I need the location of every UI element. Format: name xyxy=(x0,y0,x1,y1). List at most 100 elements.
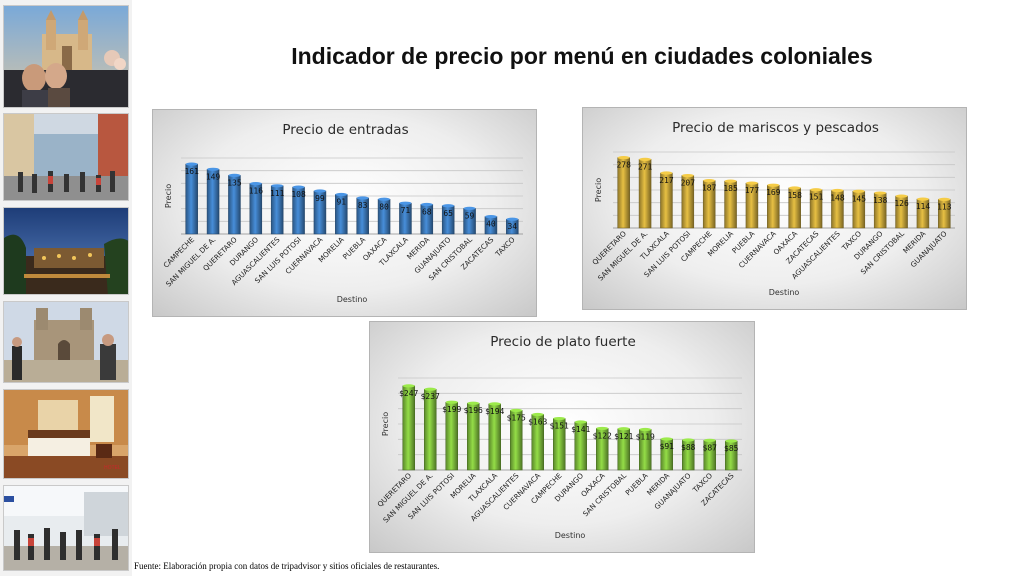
data-label: $87 xyxy=(703,443,718,452)
data-label: $199 xyxy=(442,405,461,414)
bar-cap xyxy=(916,197,929,201)
bar-cap xyxy=(185,162,198,166)
data-label: $91 xyxy=(660,442,675,451)
bar-cap xyxy=(639,427,652,432)
y-axis-label: Precio xyxy=(381,412,390,436)
bar-cap xyxy=(335,192,348,197)
chart-mariscos-plot: Precio de mariscos y pescadosPrecio278QU… xyxy=(590,120,955,297)
bar-cap xyxy=(292,185,305,189)
bar-cap xyxy=(681,173,694,178)
data-label: 126 xyxy=(894,199,909,208)
data-label: $163 xyxy=(528,417,547,426)
bar-cap xyxy=(745,181,758,185)
bar-cap xyxy=(228,173,241,177)
data-label: $196 xyxy=(464,406,483,415)
data-label: 80 xyxy=(379,202,389,211)
bar-cap xyxy=(852,189,865,193)
bar-cap xyxy=(831,188,844,193)
bar-cap xyxy=(724,179,737,183)
data-label: 271 xyxy=(638,162,653,171)
bar-cap xyxy=(682,438,695,442)
bar-cap xyxy=(378,197,391,201)
bar-cap xyxy=(531,412,544,417)
bar-cap xyxy=(703,179,716,183)
data-label: 151 xyxy=(809,193,824,202)
bar-cap xyxy=(767,183,780,187)
data-label: 71 xyxy=(401,206,411,215)
data-label: 116 xyxy=(249,187,264,196)
bar-cap xyxy=(810,188,823,192)
bar-cap xyxy=(725,439,738,443)
svg-text:HOTEL: HOTEL xyxy=(104,465,121,471)
chart-plato-fuerte: Precio de plato fuerte Precio $247 QUERETAR… xyxy=(369,321,755,553)
bar-cap xyxy=(506,217,519,221)
bar-cap xyxy=(510,408,523,412)
chart-plato-fuerte-plot: Precio de plato fuertePrecio$247QUERETAR… xyxy=(375,334,742,540)
x-axis-label: Destino xyxy=(337,295,368,304)
bar-cap xyxy=(484,215,497,219)
data-label: $119 xyxy=(636,432,655,441)
hotel-room-photo: HOTEL xyxy=(3,389,129,479)
y-axis-label: Precio xyxy=(594,178,603,202)
bar-cap xyxy=(445,400,458,404)
data-label: 68 xyxy=(422,207,432,216)
data-label: 59 xyxy=(465,211,475,220)
bar-cap xyxy=(874,191,887,195)
data-label: 99 xyxy=(315,194,325,203)
data-label: 217 xyxy=(659,176,674,185)
chart-title: Precio de plato fuerte xyxy=(490,334,636,350)
data-label: $237 xyxy=(421,392,440,401)
bar-cap xyxy=(467,401,480,405)
bar-cap xyxy=(207,167,220,171)
data-label: $141 xyxy=(571,425,590,434)
data-label: 177 xyxy=(745,186,760,195)
bar-cap xyxy=(249,182,262,186)
data-label: 91 xyxy=(336,197,346,206)
bar-cap xyxy=(420,202,433,207)
data-label: 185 xyxy=(723,184,738,193)
chart-mariscos: Precio de mariscos y pescados Precio 278 QU… xyxy=(582,107,967,310)
bar-cap xyxy=(617,155,630,160)
church-plaza-photo xyxy=(3,301,129,383)
bar-cap xyxy=(938,197,951,201)
data-label: 207 xyxy=(681,179,696,188)
data-label: 135 xyxy=(227,178,242,187)
data-label: 113 xyxy=(937,202,952,211)
data-label: 145 xyxy=(852,194,867,203)
source-note: Fuente: Elaboración propia con datos de … xyxy=(134,561,440,571)
chart-title: Precio de mariscos y pescados xyxy=(672,120,879,136)
x-axis-label: Destino xyxy=(769,288,800,297)
bar-cap xyxy=(617,427,630,431)
data-label: 108 xyxy=(291,190,306,199)
evening-courtyard-photo xyxy=(3,207,129,295)
bar-cap xyxy=(424,387,437,391)
cathedral-terrace-photo xyxy=(3,5,129,108)
data-label: $122 xyxy=(593,431,612,440)
data-label: $88 xyxy=(681,443,696,452)
x-axis-label: Destino xyxy=(555,531,586,540)
page-title: Indicador de precio por menú en ciudades… xyxy=(291,43,873,69)
data-label: $194 xyxy=(485,407,504,416)
data-label: $151 xyxy=(550,422,569,431)
chart-entradas-plot: Precio de entradasPrecio161CAMPECHE149SA… xyxy=(161,122,523,304)
bar-cap xyxy=(660,171,673,175)
photo-strip: HOTEL xyxy=(0,0,132,576)
data-label: 83 xyxy=(358,201,368,210)
data-label: 40 xyxy=(486,220,496,229)
data-label: $85 xyxy=(724,444,739,453)
data-label: 114 xyxy=(916,202,931,211)
chart-entradas: Precio de entradas Precio 161 CAMPECHE 149 SA… xyxy=(152,109,537,317)
data-label: 169 xyxy=(766,188,781,197)
bar-cap xyxy=(271,184,284,188)
bar-cap xyxy=(574,420,587,424)
category-label: TAXCO xyxy=(493,235,517,259)
bar-cap xyxy=(788,186,801,190)
data-label: 158 xyxy=(787,191,802,200)
data-label: $247 xyxy=(399,389,418,398)
bar-cap xyxy=(639,157,652,161)
data-label: 187 xyxy=(702,184,717,193)
bar-cap xyxy=(442,204,455,208)
data-label: 65 xyxy=(443,209,453,218)
bar-cap xyxy=(399,201,412,205)
bar-cap xyxy=(356,196,369,200)
